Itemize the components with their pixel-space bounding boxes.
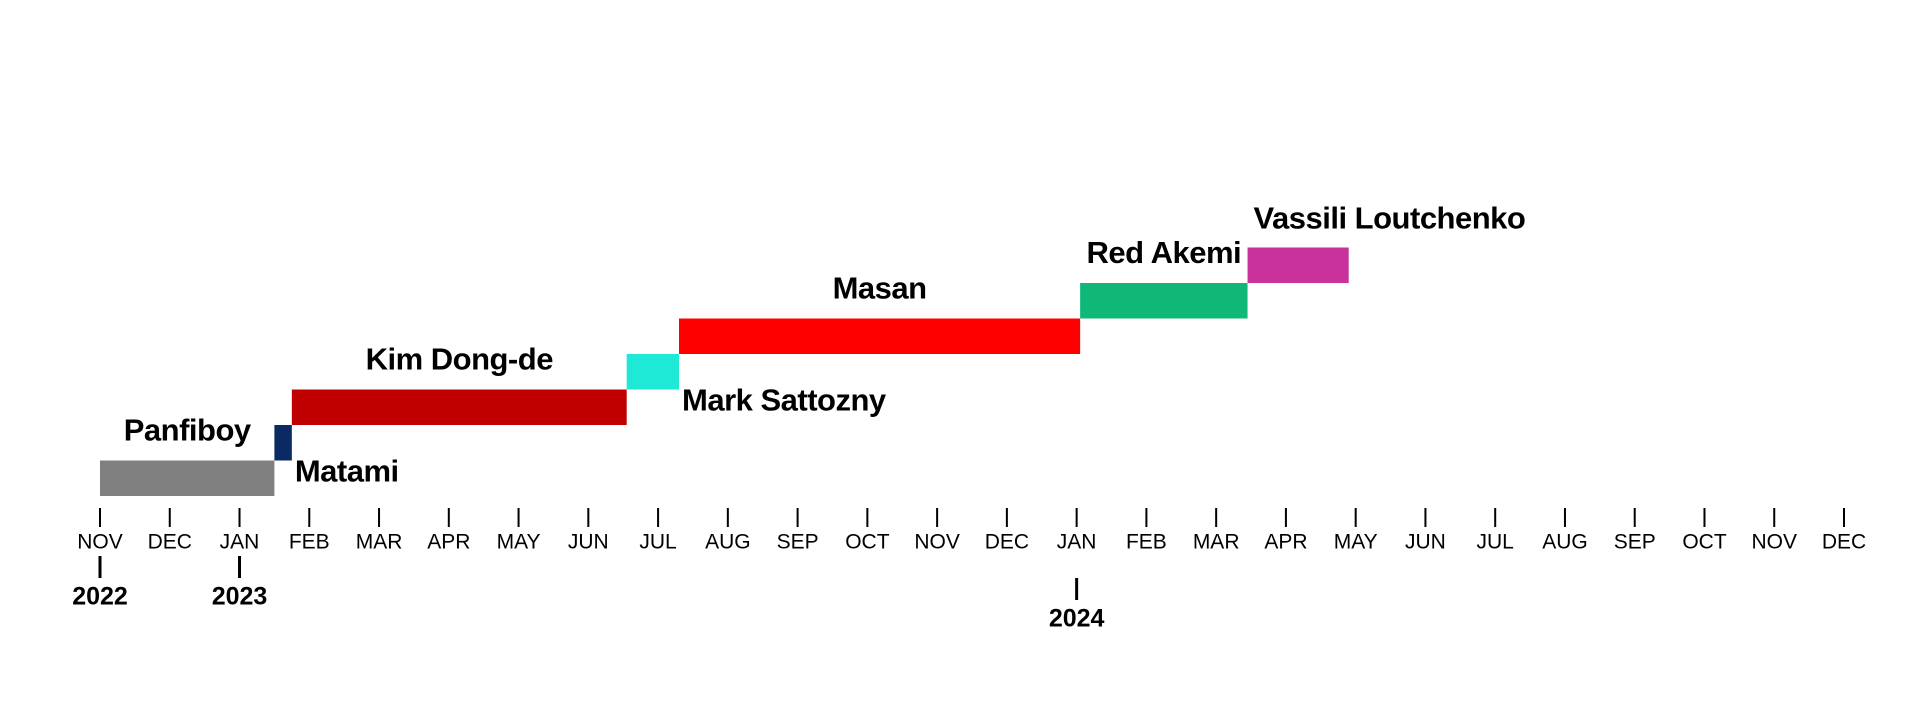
- task-bar: [274, 425, 292, 461]
- x-tick-label: FEB: [1126, 531, 1167, 554]
- task-label: Matami: [295, 454, 399, 489]
- x-tick-label: MAR: [356, 531, 403, 554]
- task-label: Red Akemi: [1087, 235, 1242, 270]
- x-tick-label: AUG: [1542, 531, 1588, 554]
- x-tick-label: JUL: [639, 531, 676, 554]
- task-label: Panfiboy: [124, 413, 252, 448]
- task-bar: [679, 318, 1081, 354]
- x-tick-label: MAY: [497, 531, 541, 554]
- task-label: Vassili Loutchenko: [1254, 201, 1526, 236]
- task-bar: [1247, 247, 1349, 283]
- x-tick-label: OCT: [1682, 531, 1727, 554]
- x-tick-label: SEP: [1614, 531, 1656, 554]
- year-label: 2022: [72, 583, 128, 611]
- task-bar: [291, 389, 627, 425]
- x-tick-label: JUN: [568, 531, 609, 554]
- task-bar: [1080, 283, 1248, 319]
- x-tick-label: DEC: [1822, 531, 1866, 554]
- x-tick-label: JAN: [1057, 531, 1097, 554]
- x-tick-label: MAY: [1334, 531, 1378, 554]
- task-bar: [626, 354, 680, 390]
- x-tick-label: APR: [1264, 531, 1307, 554]
- x-tick-label: DEC: [148, 531, 192, 554]
- x-tick-label: MAR: [1193, 531, 1240, 554]
- x-tick-label: JUN: [1405, 531, 1446, 554]
- x-tick-label: OCT: [845, 531, 890, 554]
- x-tick-label: NOV: [77, 531, 123, 554]
- task-label: Masan: [833, 271, 927, 306]
- task-label: Mark Sattozny: [682, 383, 887, 418]
- x-tick-label: NOV: [1751, 531, 1797, 554]
- x-tick-label: NOV: [914, 531, 960, 554]
- year-label: 2023: [212, 583, 268, 611]
- x-tick-label: FEB: [289, 531, 330, 554]
- year-label: 2024: [1049, 605, 1105, 633]
- x-tick-label: SEP: [777, 531, 819, 554]
- task-bar: [100, 460, 275, 496]
- x-tick-label: JUL: [1477, 531, 1514, 554]
- x-tick-label: JAN: [220, 531, 260, 554]
- x-tick-label: DEC: [985, 531, 1029, 554]
- x-tick-label: AUG: [705, 531, 751, 554]
- task-label: Kim Dong-de: [366, 342, 554, 377]
- x-tick-label: APR: [427, 531, 470, 554]
